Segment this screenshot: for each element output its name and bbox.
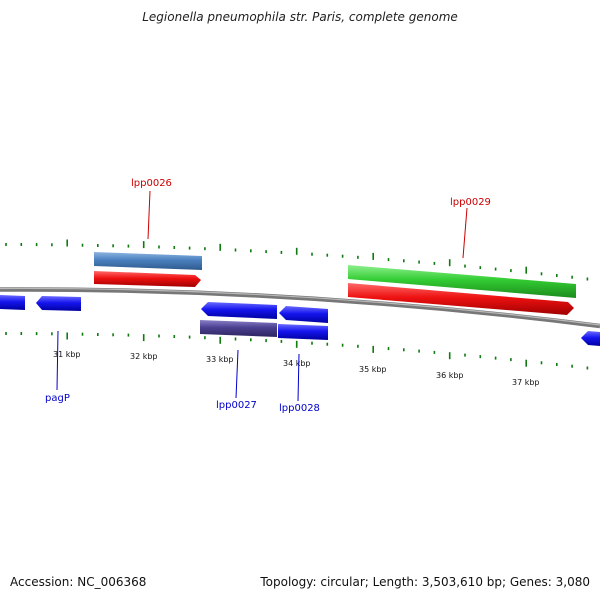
cds-pagP-arrow[interactable] (36, 296, 81, 311)
gene-lpp0029[interactable]: lpp0029 (348, 197, 576, 315)
gene-label-lpp0029[interactable]: lpp0029 (450, 197, 491, 208)
gene-lpp0028-leader (297, 353, 300, 402)
gene-label-pagP[interactable]: pagP (45, 393, 70, 404)
scale-ticks-lower (5, 332, 589, 370)
gene-lpp0029-leader (462, 207, 468, 259)
genome-backbone (0, 287, 600, 329)
scale-label-36kbp: 36 kbp (436, 371, 464, 380)
gene-lpp0026-leader (147, 190, 151, 240)
scale-label-31kbp: 31 kbp (53, 350, 81, 359)
cds-left-partial-arrow[interactable] (0, 295, 25, 310)
gene-right-partial[interactable] (581, 331, 600, 346)
gene-pagP[interactable]: pagP (36, 296, 81, 404)
genome-stats-text: Topology: circular; Length: 3,503,610 bp… (260, 575, 590, 589)
scale-ticks-upper (5, 239, 589, 281)
scale-labels: 31 kbp 32 kbp 33 kbp 34 kbp 35 kbp 36 kb… (53, 350, 540, 387)
gene-lpp0026-bar[interactable] (94, 252, 202, 270)
gene-label-lpp0027[interactable]: lpp0027 (216, 400, 257, 411)
cds-right-partial-arrow[interactable] (581, 331, 600, 346)
gene-lpp0029-bar[interactable] (348, 265, 576, 298)
cds-lpp0026-arrow[interactable] (94, 271, 201, 287)
gene-lpp0028[interactable]: lpp0028 (278, 306, 328, 414)
scale-label-33kbp: 33 kbp (206, 355, 234, 364)
genome-backbone-highlight (0, 287, 600, 326)
gene-lpp0026[interactable]: lpp0026 (94, 178, 202, 287)
cds-lpp0029-arrow[interactable] (348, 283, 574, 315)
gene-lpp0027-leader (235, 349, 239, 399)
cds-lpp0027-arrow[interactable] (201, 302, 277, 319)
scale-label-34kbp: 34 kbp (283, 359, 311, 368)
cds-lpp0028-arrow[interactable] (279, 306, 328, 323)
gene-lpp0028-bar[interactable] (278, 324, 328, 340)
gene-left-partial[interactable] (0, 295, 25, 310)
gene-pagP-leader (56, 330, 59, 391)
scale-label-37kbp: 37 kbp (512, 378, 540, 387)
gene-lpp0027[interactable]: lpp0027 (200, 302, 277, 411)
gene-label-lpp0028[interactable]: lpp0028 (279, 403, 320, 414)
map-title: Legionella pneumophila str. Paris, compl… (142, 10, 458, 24)
gene-lpp0027-bar[interactable] (200, 320, 277, 337)
accession-text: Accession: NC_006368 (10, 575, 147, 589)
gene-label-lpp0026[interactable]: lpp0026 (131, 178, 172, 189)
scale-label-32kbp: 32 kbp (130, 352, 158, 361)
scale-label-35kbp: 35 kbp (359, 365, 387, 374)
